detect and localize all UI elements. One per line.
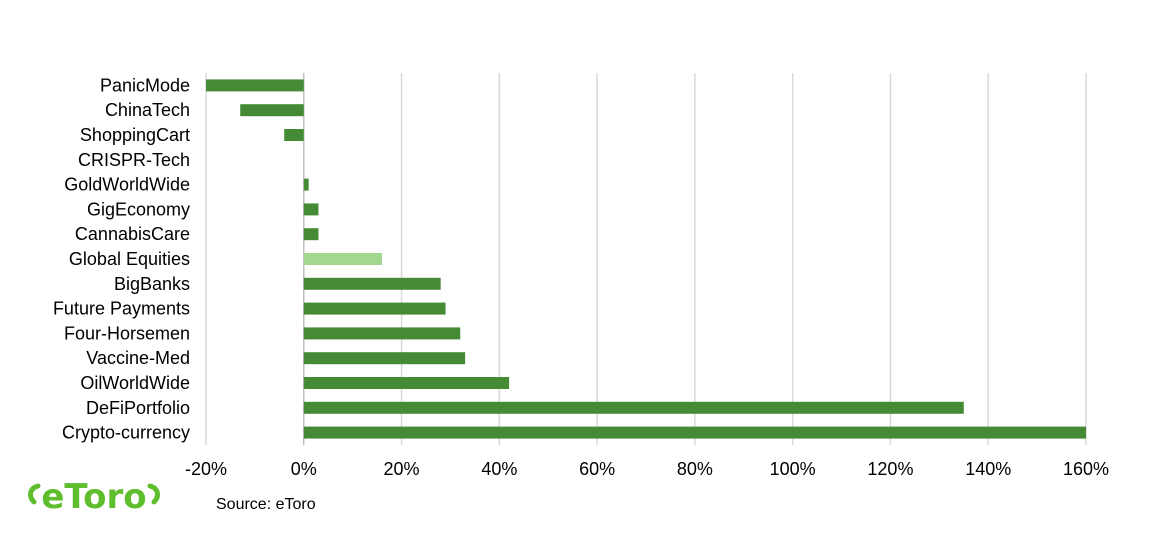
- bar: [303, 253, 382, 265]
- logo-wordmark: eToro: [41, 477, 146, 517]
- bar: [303, 426, 1086, 439]
- category-label: BigBanks: [114, 274, 190, 294]
- category-label: GoldWorldWide: [64, 175, 190, 195]
- x-tick-label: 80%: [677, 459, 713, 479]
- x-tick-label: 120%: [867, 459, 913, 479]
- x-tick-label: 140%: [965, 459, 1011, 479]
- logo-right-horn: [147, 483, 160, 505]
- bar: [303, 352, 466, 365]
- bar: [303, 277, 441, 290]
- x-tick-label: 160%: [1063, 459, 1109, 479]
- category-label: CRISPR-Tech: [78, 150, 190, 170]
- bar: [240, 104, 304, 117]
- category-label: Vaccine-Med: [86, 348, 190, 368]
- category-label: ChinaTech: [105, 100, 190, 120]
- bar: [303, 228, 319, 241]
- bar: [284, 129, 304, 141]
- category-label: PanicMode: [100, 75, 190, 95]
- bar: [303, 203, 319, 216]
- category-labels: PanicMode ChinaTech ShoppingCart CRISPR-Tec…: [53, 75, 190, 442]
- x-tick-label: -20%: [185, 459, 227, 479]
- x-tick-label: 100%: [770, 459, 816, 479]
- category-label: CannabisCare: [75, 224, 190, 244]
- source-note: Source: eToro: [216, 496, 316, 513]
- etoro-logo: eToro: [28, 477, 160, 517]
- category-label: ShoppingCart: [80, 125, 190, 145]
- x-tick-label: 0%: [291, 459, 317, 479]
- bar: [303, 401, 964, 414]
- logo-left-horn: [28, 483, 41, 505]
- category-label: GigEconomy: [87, 199, 190, 219]
- category-label: DeFiPortfolio: [86, 398, 190, 418]
- x-tick-label: 20%: [384, 459, 420, 479]
- category-label: Future Payments: [53, 299, 190, 319]
- bar: [303, 302, 446, 315]
- bar: [303, 178, 309, 191]
- x-axis-tick-labels: -20% 0% 20% 40% 60% 80% 100% 120% 140% 160%: [185, 459, 1109, 479]
- bar: [303, 377, 510, 389]
- category-label: OilWorldWide: [80, 373, 190, 393]
- bar: [206, 79, 304, 92]
- category-label: Four-Horsemen: [64, 323, 190, 343]
- category-label: Global Equities: [69, 249, 190, 269]
- category-label: Crypto-currency: [62, 423, 190, 443]
- bars: [206, 79, 1086, 439]
- x-tick-label: 40%: [481, 459, 517, 479]
- bar: [303, 327, 461, 340]
- x-tick-label: 60%: [579, 459, 615, 479]
